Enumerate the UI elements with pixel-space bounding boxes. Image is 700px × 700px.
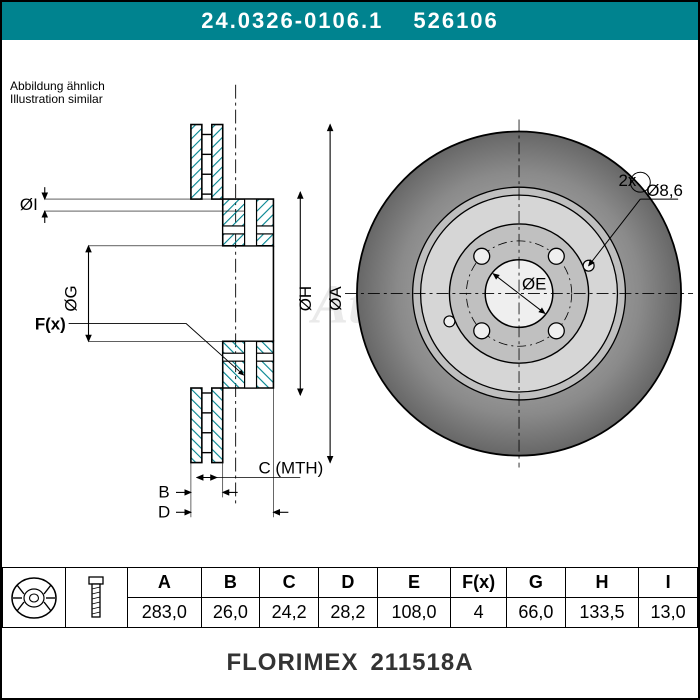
col-A: A: [128, 568, 201, 598]
dim-bolt-circle: ØH: [296, 286, 315, 311]
dim-hat-depth: D: [158, 502, 170, 521]
col-B: B: [201, 568, 260, 598]
dimensions-table: A B C D E F(x) G H I 283,0 26,0 24,2 28,…: [2, 567, 698, 628]
dim-center-bore: ØG: [62, 285, 81, 311]
val-Fx: 4: [451, 598, 507, 628]
footer: FLORIMEX 211518A: [2, 628, 698, 698]
bolt-icon: [81, 574, 111, 622]
footer-brand: FLORIMEX: [226, 649, 358, 677]
col-Fx: F(x): [451, 568, 507, 598]
val-D: 28,2: [319, 598, 378, 628]
diagram-area: Abbildung ähnlich Illustration similar A…: [2, 40, 698, 567]
col-G: G: [506, 568, 565, 598]
col-E: E: [377, 568, 450, 598]
table-header-row: A B C D E F(x) G H I: [3, 568, 698, 598]
dim-min-thickness: C (MTH): [259, 459, 324, 478]
val-E: 108,0: [377, 598, 450, 628]
dim-outer-dia: ØA: [326, 286, 345, 311]
col-H: H: [565, 568, 638, 598]
dim-overall-width: B: [158, 482, 169, 501]
col-I: I: [639, 568, 698, 598]
footer-code: 211518A: [370, 649, 473, 677]
header-bar: 24.0326-0106.1 526106: [2, 2, 698, 40]
technical-drawing: ØA ØH: [2, 40, 698, 567]
part-number-1: 24.0326-0106.1: [201, 8, 383, 34]
val-B: 26,0: [201, 598, 260, 628]
dim-bolt-count: F(x): [35, 314, 66, 333]
val-C: 24,2: [260, 598, 319, 628]
dim-bolt-hole: ØI: [20, 195, 38, 214]
part-number-2: 526106: [413, 8, 498, 34]
col-C: C: [260, 568, 319, 598]
aux-hole-dia: Ø8,6: [646, 181, 683, 200]
val-G: 66,0: [506, 598, 565, 628]
disc-icon: [8, 574, 60, 622]
col-D: D: [319, 568, 378, 598]
disc-icon-cell: [3, 568, 66, 628]
bolt-icon-cell: [65, 568, 128, 628]
val-H: 133,5: [565, 598, 638, 628]
dim-center-dia: ØE: [522, 275, 546, 294]
val-A: 283,0: [128, 598, 201, 628]
val-I: 13,0: [639, 598, 698, 628]
